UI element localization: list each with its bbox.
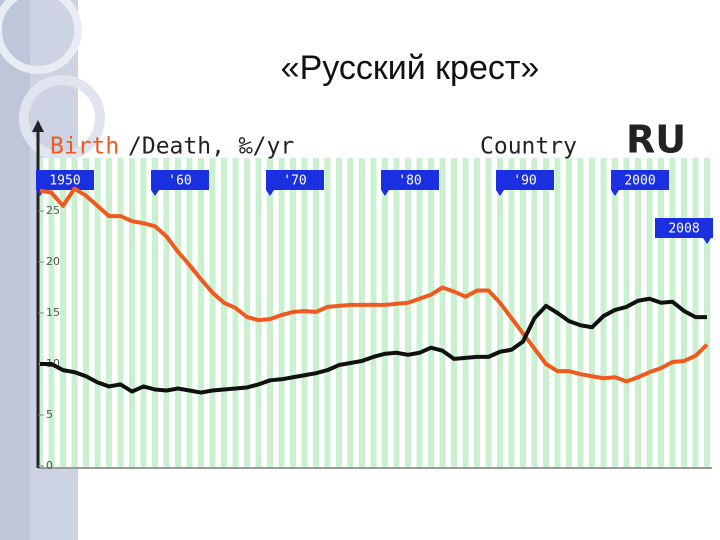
year-stripe (301, 158, 308, 468)
x-tick-pointer (703, 238, 711, 244)
year-stripe (704, 158, 710, 468)
x-tick-label: '70 (283, 174, 306, 189)
year-stripe (152, 158, 158, 468)
year-stripe (543, 158, 549, 468)
stripes (37, 158, 710, 468)
year-stripe (577, 158, 584, 468)
year-stripe (589, 158, 595, 468)
slide-title: «Русский крест» (281, 49, 540, 87)
x-tick-pointer (611, 190, 619, 196)
year-stripe (117, 158, 124, 468)
country-code: RU (626, 118, 686, 162)
year-stripe (658, 158, 664, 468)
deco-circle (0, 0, 82, 74)
x-tick-flag (381, 170, 439, 190)
y-tick-label: 25 (46, 204, 60, 217)
year-stripe (497, 158, 503, 468)
y-axis-arrow (32, 120, 44, 132)
legend-birth: Birth (50, 134, 119, 160)
y-tick-label: 0 (46, 459, 53, 472)
year-stripe (359, 158, 365, 468)
x-tick-label: '80 (398, 174, 421, 189)
year-stripe (439, 158, 446, 468)
year-stripe (474, 158, 480, 468)
year-stripe (485, 158, 492, 468)
x-tick-flag (655, 218, 713, 238)
year-stripe (48, 158, 55, 468)
year-stripe (347, 158, 354, 468)
x-tick-pointer (496, 190, 504, 196)
year-stripe (186, 158, 193, 468)
year-stripe (198, 158, 204, 468)
year-stripe (646, 158, 653, 468)
country-label: Country (480, 134, 577, 160)
x-tick-label: '60 (168, 174, 191, 189)
year-stripe (336, 158, 342, 468)
y-tick-label: 5 (46, 408, 53, 421)
x-tick-flag (266, 170, 324, 190)
year-stripe (106, 158, 112, 468)
year-stripe (393, 158, 400, 468)
year-stripe (370, 158, 377, 468)
series-line (40, 296, 707, 395)
y-tick-label: 15 (46, 306, 60, 319)
year-stripe (416, 158, 423, 468)
year-stripe (382, 158, 388, 468)
year-stripe (508, 158, 515, 468)
year-stripe (520, 158, 526, 468)
x-tick-pointer (151, 190, 159, 196)
year-stripe (94, 158, 101, 468)
x-tick-label: 1950 (49, 174, 80, 189)
year-stripe (462, 158, 469, 468)
x-tick-flag (496, 170, 554, 190)
year-stripe (623, 158, 630, 468)
year-stripe (635, 158, 641, 468)
x-tick-label: '90 (513, 174, 536, 189)
x-tick-label: 2008 (668, 222, 699, 237)
year-stripe (232, 158, 239, 468)
year-stripe (140, 158, 147, 468)
year-stripe (209, 158, 216, 468)
year-stripe (600, 158, 607, 468)
year-stripe (244, 158, 250, 468)
x-tick-pointer (266, 190, 274, 196)
year-stripe (428, 158, 434, 468)
year-stripe (612, 158, 618, 468)
y-tick-label: 20 (46, 255, 60, 268)
series-line (39, 186, 709, 384)
year-stripe (60, 158, 66, 468)
year-stripe (129, 158, 135, 468)
legend-death: /Death, ‰/yr (128, 134, 294, 160)
x-tick-flag (611, 170, 669, 190)
year-stripe (531, 158, 538, 468)
year-stripe (405, 158, 411, 468)
year-stripe (255, 158, 262, 468)
year-stripe (163, 158, 170, 468)
year-stripe (221, 158, 227, 468)
x-tick-pointer (381, 190, 389, 196)
year-stripe (267, 158, 273, 468)
year-stripe (83, 158, 89, 468)
year-stripe (324, 158, 331, 468)
x-tick-flag (151, 170, 209, 190)
year-stripe (71, 158, 78, 468)
year-stripe (669, 158, 676, 468)
year-stripe (451, 158, 457, 468)
year-stripe (692, 158, 699, 468)
year-stripe (566, 158, 572, 468)
year-stripe (175, 158, 181, 468)
deco-circle (19, 75, 105, 161)
side-strip-dark (0, 0, 30, 540)
x-tick-label: 2000 (624, 174, 655, 189)
x-tick-flag (36, 170, 94, 190)
